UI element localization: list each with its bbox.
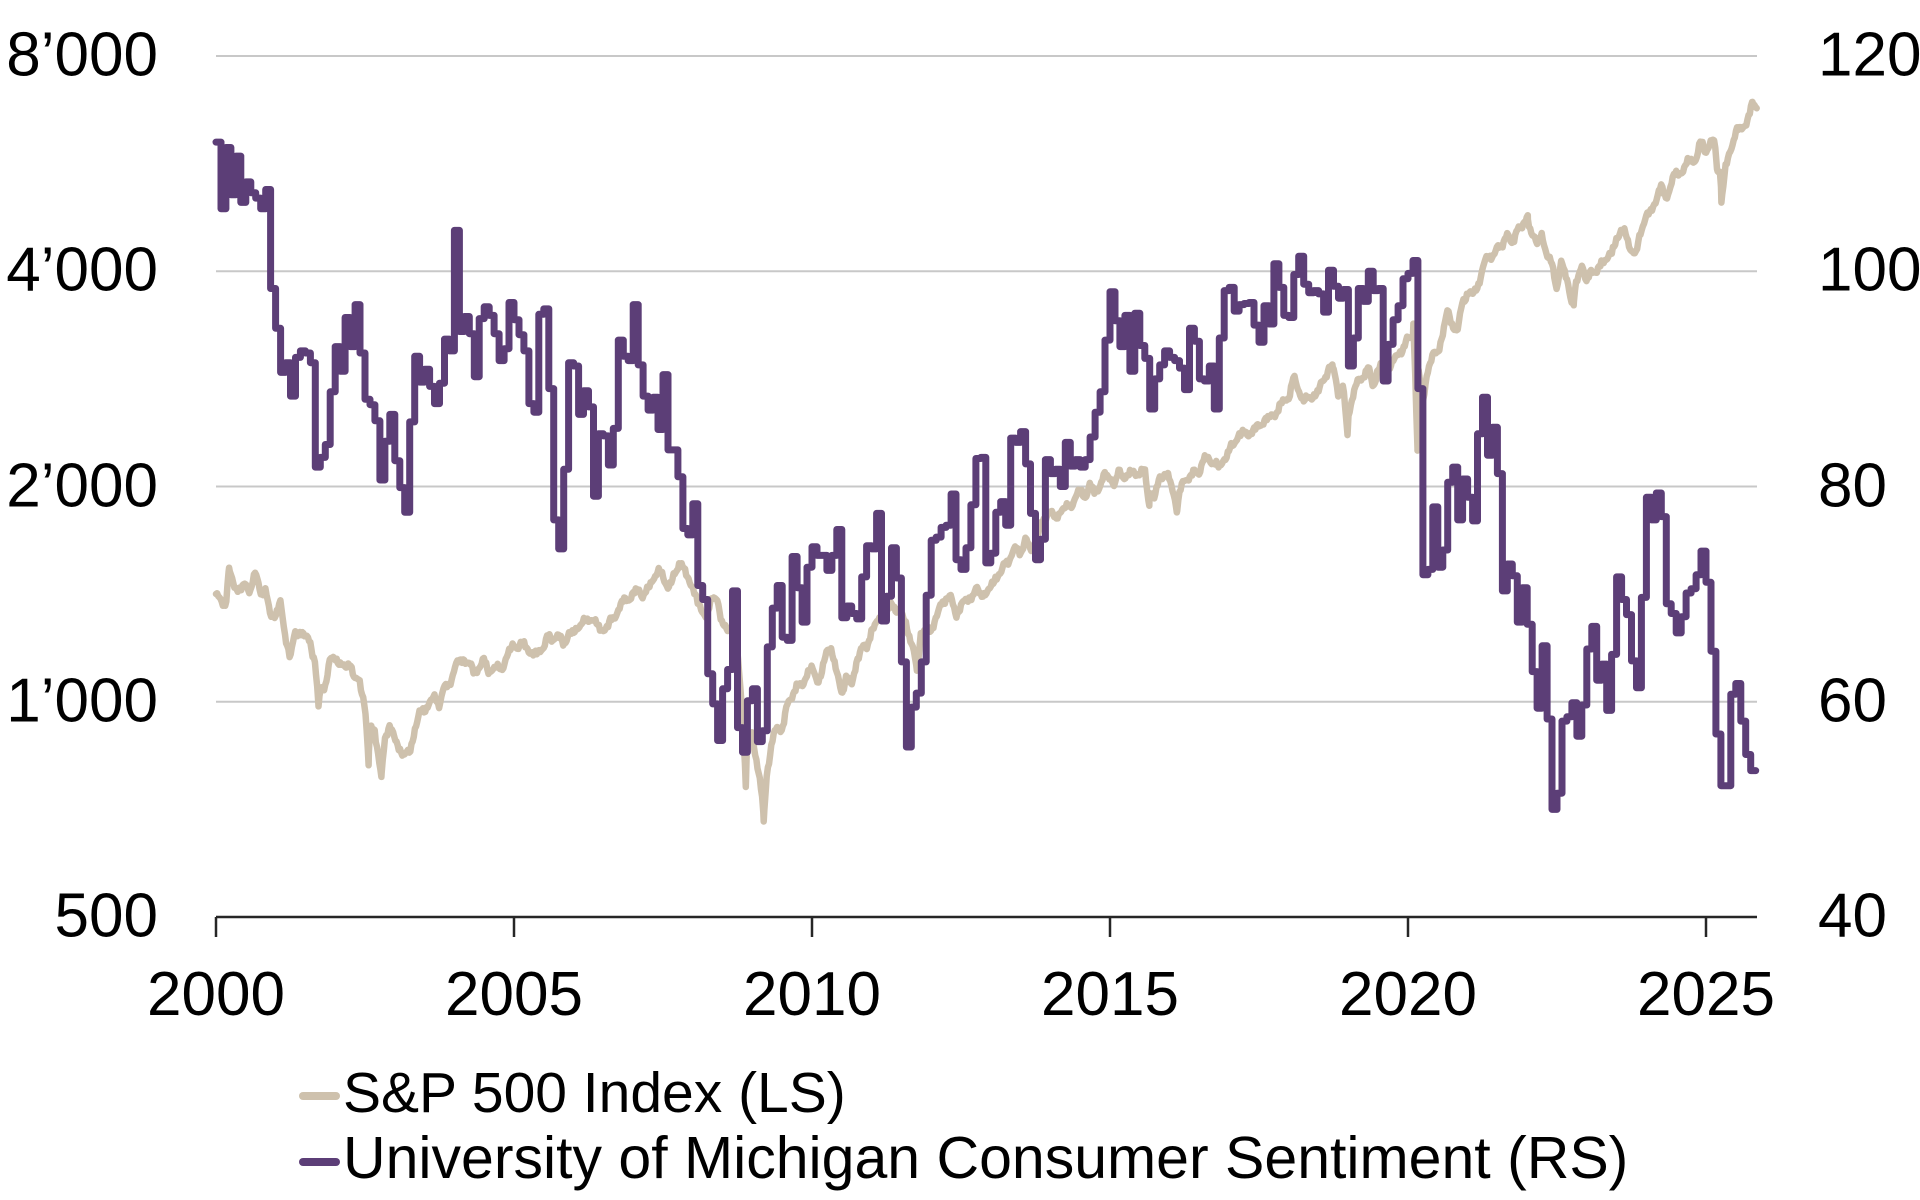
svg-text:2005: 2005 — [445, 960, 583, 1029]
svg-text:2000: 2000 — [147, 960, 285, 1029]
svg-text:2010: 2010 — [743, 960, 881, 1029]
svg-text:2020: 2020 — [1339, 960, 1477, 1029]
svg-text:1’000: 1’000 — [6, 667, 158, 736]
svg-text:2015: 2015 — [1041, 960, 1179, 1029]
svg-text:2025: 2025 — [1637, 960, 1775, 1029]
svg-text:100: 100 — [1818, 236, 1920, 305]
svg-text:University of Michigan Consume: University of Michigan Consumer Sentimen… — [343, 1125, 1628, 1191]
svg-text:8’000: 8’000 — [6, 21, 158, 90]
svg-text:S&P 500 Index (LS): S&P 500 Index (LS) — [343, 1061, 846, 1125]
svg-text:60: 60 — [1818, 667, 1887, 736]
svg-text:500: 500 — [55, 882, 158, 951]
svg-text:40: 40 — [1818, 882, 1887, 951]
svg-text:2’000: 2’000 — [6, 452, 158, 521]
svg-text:80: 80 — [1818, 452, 1887, 521]
svg-text:4’000: 4’000 — [6, 236, 158, 305]
svg-text:120: 120 — [1818, 21, 1920, 90]
